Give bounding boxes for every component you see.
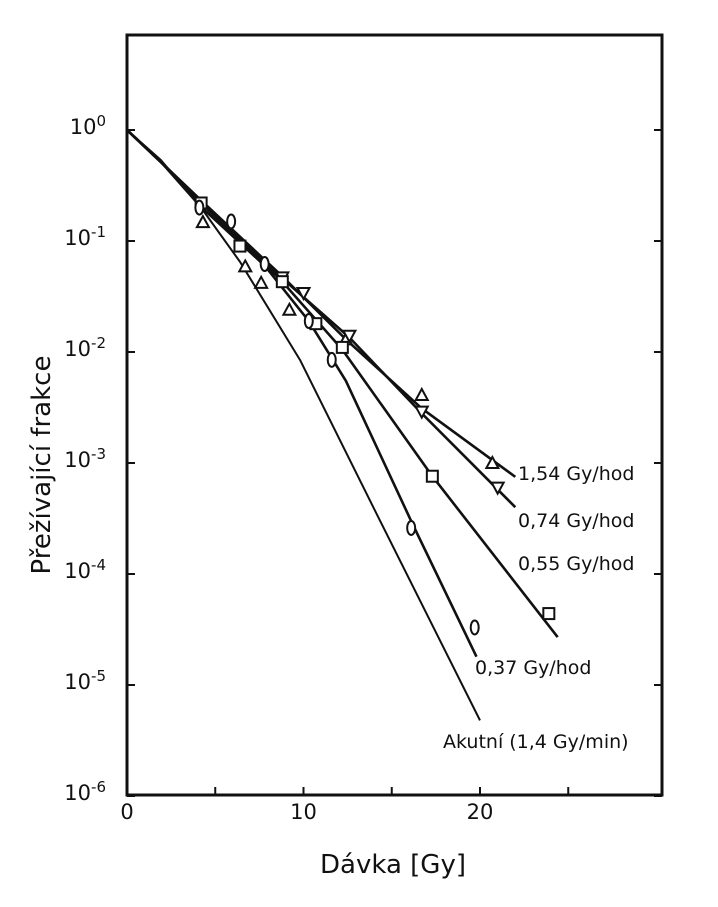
ellipse-marker [326, 351, 337, 368]
square-marker [425, 469, 439, 483]
square-marker [542, 607, 556, 621]
y-tick-exponent: -2 [91, 334, 106, 352]
triangle-up-marker [484, 454, 501, 469]
triangle-up-marker [195, 214, 211, 229]
triangle-down-marker [414, 405, 430, 420]
triangle-up-marker [237, 258, 253, 273]
y-tick-label: 10-4 [64, 556, 106, 583]
square-marker [335, 340, 349, 354]
y-tick-base: 10 [64, 781, 92, 805]
y-tick-label: 10-2 [64, 334, 106, 361]
triangle-up-marker [281, 301, 298, 316]
series-label-0-37: 0,37 Gy/hod [475, 657, 592, 679]
ellipse-marker [303, 313, 314, 330]
y-tick-exponent: -4 [91, 556, 106, 574]
ellipse-marker [469, 619, 480, 636]
square-marker [233, 239, 247, 253]
plot-frame [125, 33, 664, 797]
markers [194, 196, 556, 636]
y-tick-base: 10 [64, 337, 92, 361]
triangle-up-marker [253, 274, 269, 289]
triangle-down-marker [341, 329, 358, 344]
y-tick-exponent: -5 [91, 667, 106, 685]
curve-5 [126, 129, 481, 721]
curve-3 [126, 129, 559, 638]
square-marker [275, 275, 289, 289]
curves [126, 129, 559, 721]
series-label-1-54: 1,54 Gy/hod [518, 463, 635, 485]
x-tick-label: 20 [466, 800, 494, 824]
x-tick-label: 10 [290, 800, 317, 824]
curve-1 [126, 129, 517, 478]
y-tick-exponent: 0 [96, 112, 106, 130]
series-label-0-74: 0,74 Gy/hod [518, 510, 635, 532]
triangle-up-marker [414, 386, 430, 401]
y-tick-label: 10-6 [64, 778, 106, 805]
triangle-down-marker [295, 287, 312, 302]
series-label-0-55: 0,55 Gy/hod [518, 553, 635, 575]
y-tick-label: 10-3 [64, 445, 106, 472]
y-tick-base: 10 [69, 115, 97, 139]
y-tick-base: 10 [64, 226, 92, 250]
series-label-acute: Akutní (1,4 Gy/min) [443, 731, 629, 753]
y-tick-exponent: -1 [91, 223, 106, 241]
y-tick-label: 100 [70, 112, 106, 139]
y-axis-label: Přežívající frakce [27, 355, 57, 575]
ellipse-marker [259, 256, 270, 273]
ellipse-marker [226, 213, 237, 230]
triangle-down-marker [489, 481, 506, 496]
y-tick-base: 10 [64, 559, 92, 583]
ellipse-marker [406, 519, 417, 536]
ellipse-marker [194, 199, 205, 216]
x-tick-label: 0 [120, 800, 134, 824]
y-tick-exponent: -6 [91, 778, 106, 796]
x-axis-label: Dávka [Gy] [320, 850, 466, 880]
y-tick-base: 10 [64, 448, 92, 472]
y-tick-base: 10 [64, 670, 92, 694]
y-tick-label: 10-5 [64, 667, 106, 694]
y-tick-label: 10-1 [64, 223, 106, 250]
y-tick-exponent: -3 [91, 445, 106, 463]
plot-border [125, 33, 664, 797]
